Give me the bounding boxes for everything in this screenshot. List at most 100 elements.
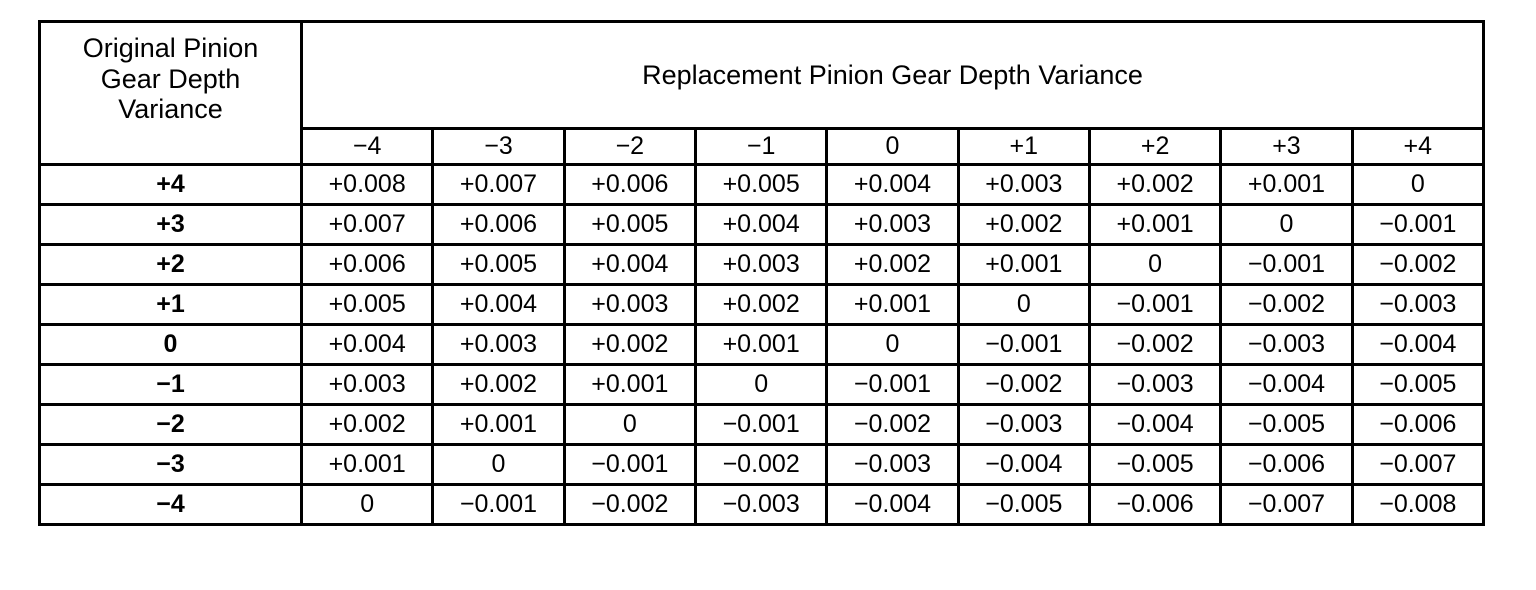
variance-cell: −0.001	[1350, 203, 1486, 246]
variance-cell: −0.006	[1350, 403, 1486, 446]
variance-cell: +0.002	[1087, 163, 1223, 206]
variance-cell: +0.002	[825, 243, 960, 286]
variance-cell: +0.005	[299, 283, 435, 326]
variance-cell: +0.004	[693, 203, 829, 246]
variance-cell: +0.007	[299, 203, 435, 246]
variance-cell: +0.008	[299, 163, 435, 206]
variance-cell: −0.005	[1350, 363, 1486, 406]
variance-cell: +0.001	[1087, 203, 1223, 246]
variance-cell: +0.002	[299, 403, 435, 446]
variance-cell: +0.001	[825, 283, 960, 326]
variance-cell: +0.003	[956, 163, 1091, 206]
variance-cell: +0.001	[1219, 163, 1354, 206]
row-header: −3	[38, 443, 303, 486]
variance-cell: 0	[1350, 163, 1486, 206]
variance-cell: +0.003	[299, 363, 435, 406]
variance-cell: −0.007	[1350, 443, 1486, 486]
column-header: −4	[299, 127, 435, 166]
variance-cell: −0.004	[1219, 363, 1354, 406]
variance-cell: −0.001	[956, 323, 1091, 366]
column-header: +4	[1350, 127, 1486, 166]
variance-cell: 0	[1219, 203, 1354, 246]
variance-cell: 0	[1087, 243, 1223, 286]
variance-cell: +0.004	[431, 283, 566, 326]
variance-cell: −0.004	[825, 483, 960, 526]
column-header: −3	[431, 127, 566, 166]
row-header: +4	[38, 163, 303, 206]
variance-cell: −0.006	[1219, 443, 1354, 486]
variance-cell: −0.008	[1350, 483, 1486, 526]
variance-cell: −0.001	[1087, 283, 1223, 326]
variance-cell: −0.003	[1350, 283, 1486, 326]
variance-cell: +0.003	[562, 283, 697, 326]
column-header: +3	[1219, 127, 1354, 166]
table-row: −2 +0.002 +0.001 0 −0.001 −0.002 −0.003 −0.004−…	[38, 403, 1486, 446]
variance-cell: −0.002	[825, 403, 960, 446]
variance-cell: +0.006	[562, 163, 697, 206]
variance-cell: +0.001	[431, 403, 566, 446]
variance-cell: −0.002	[562, 483, 697, 526]
column-axis-title: Replacement Pinion Gear Depth Variance	[300, 20, 1485, 130]
variance-cell: +0.007	[431, 163, 566, 206]
column-header: +1	[956, 127, 1091, 166]
variance-cell: −0.001	[1219, 243, 1354, 286]
variance-cell: −0.002	[1219, 283, 1354, 326]
row-header: +1	[38, 283, 303, 326]
variance-cell: −0.003	[1219, 323, 1354, 366]
variance-cell: −0.004	[956, 443, 1091, 486]
variance-cell: +0.004	[562, 243, 697, 286]
variance-cell: −0.002	[693, 443, 829, 486]
table-row: −4 0 −0.001 −0.002 −0.003 −0.004 −0.005 −0.006−…	[38, 483, 1486, 526]
variance-cell: −0.001	[693, 403, 829, 446]
table-row: −1 +0.003 +0.002 +0.001 0 −0.001 −0.002 −0.003−…	[38, 363, 1486, 406]
variance-cell: −0.003	[825, 443, 960, 486]
variance-cell: −0.005	[1087, 443, 1223, 486]
pinion-depth-variance-table: Original Pinion Gear Depth Variance Repl…	[38, 20, 1486, 526]
variance-cell: −0.001	[562, 443, 697, 486]
variance-cell: +0.003	[693, 243, 829, 286]
variance-cell: +0.001	[693, 323, 829, 366]
variance-cell: +0.006	[299, 243, 435, 286]
variance-cell: −0.005	[956, 483, 1091, 526]
table-row: +2 +0.006 +0.005 +0.004 +0.003 +0.002 +0.001 0−…	[38, 243, 1486, 286]
variance-cell: −0.003	[956, 403, 1091, 446]
variance-cell: 0	[431, 443, 566, 486]
column-header-row: −4 −3 −2 −1 0 +1 +2 +3 +4	[40, 127, 1486, 166]
variance-cell: −0.005	[1219, 403, 1354, 446]
axis-title-row: Original Pinion Gear Depth Variance Repl…	[38, 20, 1485, 166]
variance-cell: −0.003	[693, 483, 829, 526]
row-axis-title: Original Pinion Gear Depth Variance	[38, 20, 303, 166]
table-row: +3 +0.007 +0.006 +0.005 +0.004 +0.003 +0.002 +0…	[38, 203, 1486, 246]
variance-cell: +0.002	[693, 283, 829, 326]
variance-cell: 0	[956, 283, 1091, 326]
variance-cell: +0.002	[956, 203, 1091, 246]
table-row: 0 +0.004 +0.003 +0.002 +0.001 0 −0.001 −0.002 −0…	[38, 323, 1486, 366]
row-header: −1	[38, 363, 303, 406]
variance-cell: 0	[299, 483, 435, 526]
column-header: +2	[1087, 127, 1223, 166]
variance-cell: −0.004	[1087, 403, 1223, 446]
variance-cell: +0.001	[299, 443, 435, 486]
variance-cell: 0	[562, 403, 697, 446]
variance-cell: −0.006	[1087, 483, 1223, 526]
variance-cell: −0.001	[825, 363, 960, 406]
variance-cell: +0.004	[825, 163, 960, 206]
column-header: −2	[562, 127, 697, 166]
table-row: +1 +0.005 +0.004 +0.003 +0.002 +0.001 0 −0.001−…	[38, 283, 1486, 326]
variance-cell: −0.004	[1350, 323, 1486, 366]
variance-cell: +0.005	[693, 163, 829, 206]
variance-cell: +0.006	[431, 203, 566, 246]
variance-cell: +0.002	[431, 363, 566, 406]
variance-cell: +0.005	[431, 243, 566, 286]
row-header: +3	[38, 203, 303, 246]
variance-cell: +0.001	[562, 363, 697, 406]
variance-cell: −0.003	[1087, 363, 1223, 406]
row-header: −4	[38, 483, 303, 526]
column-header: −1	[693, 127, 829, 166]
variance-cell: −0.002	[1087, 323, 1223, 366]
variance-cell: −0.002	[956, 363, 1091, 406]
row-header: +2	[38, 243, 303, 286]
variance-cell: +0.003	[431, 323, 566, 366]
variance-cell: 0	[693, 363, 829, 406]
